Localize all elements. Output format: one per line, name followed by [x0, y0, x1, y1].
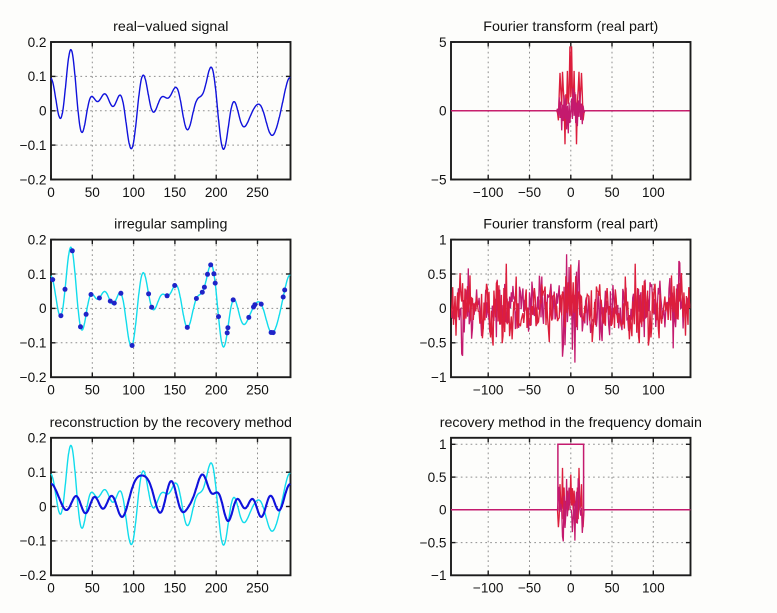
svg-text:−5: −5: [431, 172, 447, 187]
svg-text:−0.2: −0.2: [20, 370, 47, 385]
svg-text:0: 0: [39, 301, 47, 316]
svg-text:0.1: 0.1: [28, 267, 47, 282]
svg-text:250: 250: [246, 581, 269, 596]
svg-text:−1: −1: [431, 568, 447, 583]
svg-text:0.2: 0.2: [28, 431, 47, 446]
svg-text:0: 0: [39, 499, 47, 514]
svg-text:−50: −50: [518, 185, 541, 200]
svg-text:5: 5: [439, 35, 447, 50]
svg-text:−0.1: −0.1: [20, 138, 47, 153]
svg-text:100: 100: [122, 383, 145, 398]
svg-text:−0.2: −0.2: [20, 172, 47, 187]
svg-text:−100: −100: [473, 383, 504, 398]
svg-text:50: 50: [85, 185, 101, 200]
svg-text:1: 1: [439, 232, 447, 247]
svg-text:250: 250: [246, 383, 269, 398]
svg-text:−50: −50: [518, 581, 541, 596]
svg-text:real−valued signal: real−valued signal: [113, 19, 228, 35]
svg-text:0.1: 0.1: [28, 69, 47, 84]
svg-text:1: 1: [439, 437, 447, 452]
svg-text:100: 100: [122, 185, 145, 200]
svg-text:0: 0: [439, 503, 447, 518]
svg-text:Fourier transform (real part): Fourier transform (real part): [483, 217, 658, 233]
svg-text:0: 0: [439, 301, 447, 316]
svg-text:−0.1: −0.1: [20, 336, 47, 351]
svg-text:reconstruction by the recovery: reconstruction by the recovery method: [50, 415, 292, 431]
svg-text:0.2: 0.2: [28, 35, 47, 50]
svg-text:200: 200: [205, 581, 228, 596]
svg-text:50: 50: [604, 185, 620, 200]
svg-text:0: 0: [439, 104, 447, 119]
svg-text:−0.2: −0.2: [20, 568, 47, 583]
svg-text:100: 100: [642, 383, 665, 398]
svg-text:Fourier transform (real part): Fourier transform (real part): [483, 19, 658, 35]
svg-text:0.5: 0.5: [428, 267, 447, 282]
svg-text:−1: −1: [431, 370, 447, 385]
svg-text:0: 0: [47, 581, 55, 596]
svg-text:100: 100: [122, 581, 145, 596]
svg-text:0: 0: [47, 383, 55, 398]
svg-text:0.2: 0.2: [28, 232, 47, 247]
svg-text:100: 100: [642, 185, 665, 200]
svg-text:recovery method in the frequen: recovery method in the frequency domain: [440, 415, 702, 431]
svg-text:irregular sampling: irregular sampling: [114, 217, 227, 233]
svg-text:150: 150: [164, 185, 187, 200]
svg-text:0: 0: [567, 185, 575, 200]
svg-text:50: 50: [85, 383, 101, 398]
svg-text:−50: −50: [518, 383, 541, 398]
svg-text:50: 50: [604, 383, 620, 398]
svg-text:−0.5: −0.5: [420, 535, 447, 550]
svg-text:−0.5: −0.5: [420, 336, 447, 351]
svg-text:150: 150: [164, 383, 187, 398]
svg-text:0: 0: [47, 185, 55, 200]
svg-text:0: 0: [39, 104, 47, 119]
svg-text:50: 50: [604, 581, 620, 596]
svg-text:−0.1: −0.1: [20, 534, 47, 549]
svg-text:50: 50: [85, 581, 101, 596]
svg-text:0: 0: [567, 581, 575, 596]
svg-text:0: 0: [567, 383, 575, 398]
svg-text:250: 250: [246, 185, 269, 200]
svg-text:100: 100: [642, 581, 665, 596]
svg-text:200: 200: [205, 185, 228, 200]
svg-text:150: 150: [164, 581, 187, 596]
svg-text:0.1: 0.1: [28, 465, 47, 480]
svg-text:−100: −100: [473, 581, 504, 596]
svg-text:−100: −100: [473, 185, 504, 200]
svg-text:200: 200: [205, 383, 228, 398]
svg-text:0.5: 0.5: [428, 470, 447, 485]
